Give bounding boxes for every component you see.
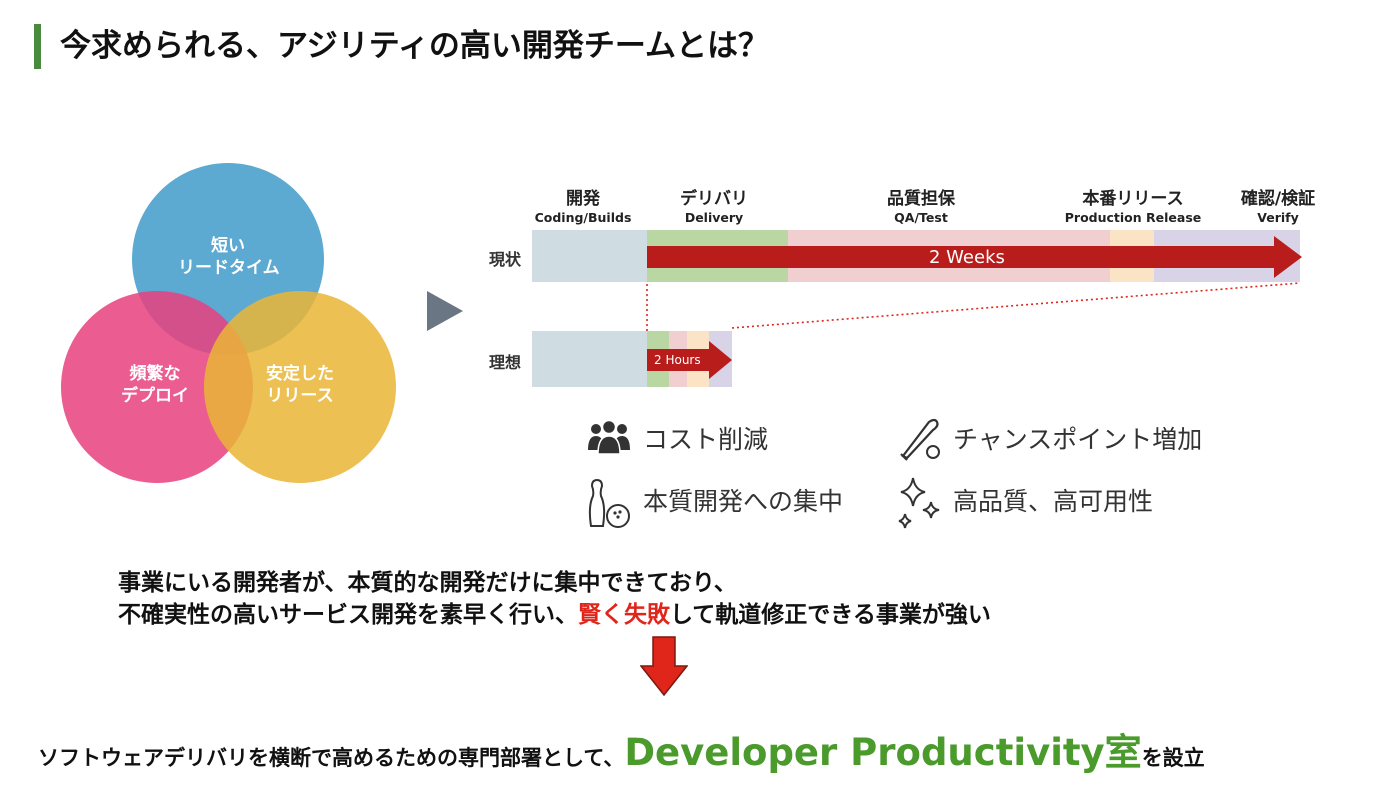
benefit-cost: コスト削減 [585, 414, 768, 462]
bottom-highlight: Developer Productivity室 [624, 731, 1142, 774]
venn-label-left: 頻繁な デプロイ [121, 364, 189, 406]
phase-verify: 確認/検証 Verify [1240, 189, 1316, 225]
benefit-label: 高品質、高可用性 [953, 487, 1154, 516]
arrow-down-icon [640, 636, 688, 696]
benefit-label: 本質開発への集中 [643, 487, 844, 516]
venn-label-right: 安定した リリース [266, 364, 334, 406]
current-bar-label: 2 Weeks [929, 247, 1005, 268]
ideal-segment-coding [532, 331, 647, 387]
row-label-ideal: 理想 [489, 353, 522, 372]
venn-diagram: 短い リードタイム 頻繁な デプロイ 安定した リリース [50, 150, 410, 495]
venn-circle-right [204, 291, 396, 483]
baseball-bat-icon [895, 414, 943, 462]
segment-coding [532, 230, 647, 282]
page-title: 今求められる、アジリティの高い開発チームとは？ [60, 28, 769, 64]
benefit-quality: 高品質、高可用性 [895, 476, 1154, 529]
ideal-bar-arrow [647, 341, 732, 379]
benefit-focus: 本質開発への集中 [585, 476, 844, 528]
bowling-icon [585, 476, 633, 528]
sparkle-icon [895, 476, 943, 529]
current-bar-arrow [647, 236, 1302, 278]
benefit-label: コスト削減 [643, 425, 769, 454]
venn-label-top: 短い リードタイム [178, 236, 280, 278]
ideal-bar-label: 2 Hours [654, 353, 701, 367]
statement-highlight: 賢く失敗 [578, 602, 670, 628]
arrow-right-icon [427, 291, 463, 331]
dotted-connector [646, 282, 1301, 335]
benefit-label: チャンスポイント増加 [953, 425, 1203, 454]
benefit-chance: チャンスポイント増加 [895, 414, 1202, 462]
phase-delivery: デリバリ Delivery [680, 189, 748, 225]
bottom-statement: ソフトウェアデリバリを横断で高めるための専門部署として、Developer Pr… [38, 731, 1205, 774]
row-label-current: 現状 [489, 250, 522, 269]
title-accent-bar [34, 24, 41, 69]
venn-circle-left [61, 291, 253, 483]
venn-circles [61, 163, 396, 483]
people-icon [585, 414, 633, 462]
phase-release: 本番リリース Production Release [1064, 189, 1202, 225]
phase-coding: 開発 Coding/Builds [534, 189, 632, 225]
statement-line-2: 不確実性の高いサービス開発を素早く行い、賢く失敗して軌道修正できる事業が強い [118, 602, 991, 628]
phase-qa: 品質担保 QA/Test [887, 189, 955, 225]
statement-line-1: 事業にいる開発者が、本質的な開発だけに集中できており、 [118, 570, 737, 596]
